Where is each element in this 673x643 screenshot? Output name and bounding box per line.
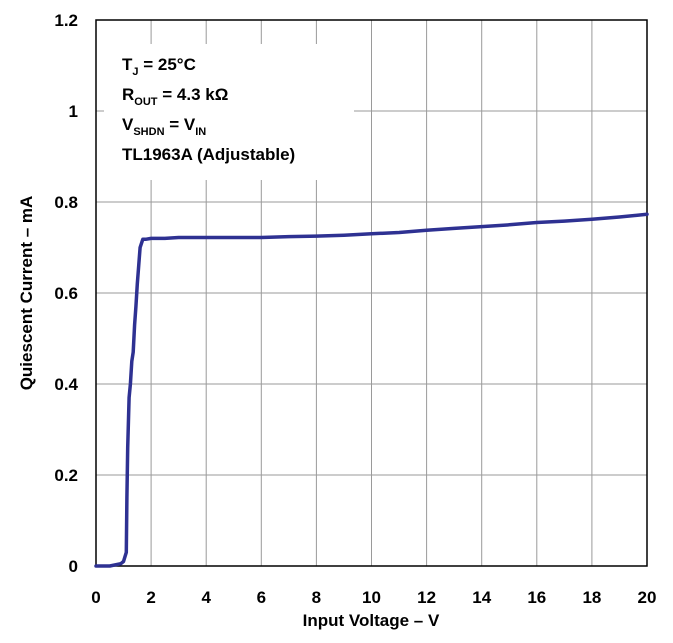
x-tick-label: 6 <box>257 588 266 607</box>
annotation-line: TJ = 25°C <box>122 55 196 78</box>
y-tick-label: 1 <box>69 102 78 121</box>
x-tick-label: 2 <box>146 588 155 607</box>
x-tick-label: 0 <box>91 588 100 607</box>
x-tick-label: 12 <box>417 588 436 607</box>
x-tick-label: 10 <box>362 588 381 607</box>
annotation-background <box>104 44 354 180</box>
x-tick-label: 14 <box>472 588 491 607</box>
y-tick-label: 0.2 <box>54 466 78 485</box>
x-tick-labels: 0 2 4 6 8 10 12 14 16 18 20 <box>91 588 656 607</box>
annotation-block: TJ = 25°C ROUT = 4.3 kΩ VSHDN = VIN TL1963A… <box>122 55 295 164</box>
y-tick-label: 0.6 <box>54 284 78 303</box>
y-axis-title: Quiescent Current – mA <box>17 196 36 391</box>
x-tick-label: 16 <box>527 588 546 607</box>
x-tick-label: 20 <box>638 588 657 607</box>
annotation-line: ROUT = 4.3 kΩ <box>122 85 228 108</box>
plot-frame <box>95 19 648 567</box>
series-line <box>94 212 649 568</box>
annotation-line: TL1963A (Adjustable) <box>122 145 295 164</box>
x-tick-label: 4 <box>201 588 211 607</box>
y-tick-label: 1.2 <box>54 11 78 30</box>
y-tick-label: 0.4 <box>54 375 78 394</box>
annotation-line: VSHDN = VIN <box>122 115 206 138</box>
x-tick-label: 8 <box>312 588 321 607</box>
grid-lines <box>96 20 647 566</box>
y-tick-label: 0.8 <box>54 193 78 212</box>
x-axis-title: Input Voltage – V <box>303 611 440 630</box>
y-tick-labels: 0 0.2 0.4 0.6 0.8 1 1.2 <box>54 11 78 576</box>
y-tick-label: 0 <box>69 557 78 576</box>
x-tick-label: 18 <box>582 588 601 607</box>
